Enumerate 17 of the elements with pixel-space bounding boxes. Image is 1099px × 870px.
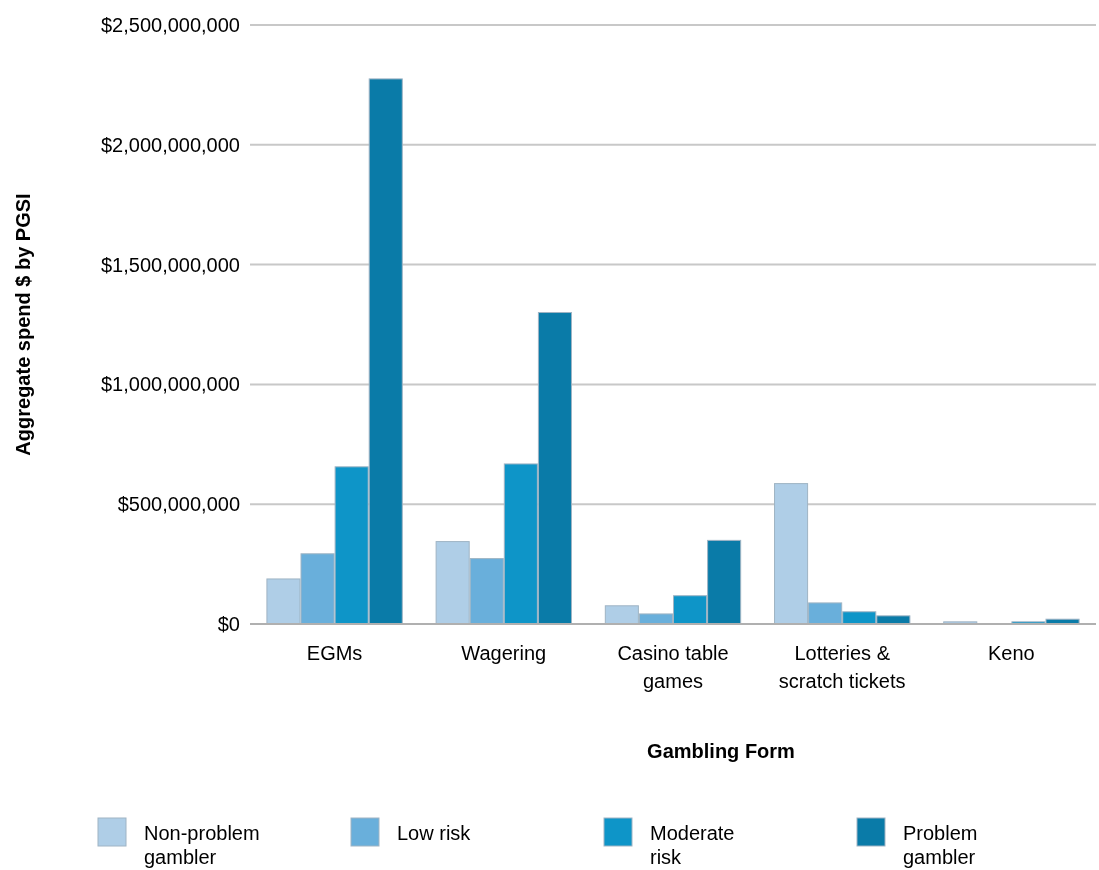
legend-label: Non-problem gambler bbox=[144, 822, 260, 868]
x-tick-label: Lotteries & scratch tickets bbox=[778, 642, 906, 692]
y-tick-label: $2,000,000,000 bbox=[100, 133, 240, 156]
y-tick-label: $1,000,000,000 bbox=[100, 373, 240, 396]
legend-label: Moderate risk bbox=[650, 822, 735, 868]
x-axis-title: Gambling Form bbox=[647, 740, 795, 762]
legend-label: Problem gambler bbox=[903, 822, 978, 868]
x-tick-label: Casino table games bbox=[617, 642, 729, 692]
y-tick-label: $0 bbox=[217, 613, 240, 635]
y-tick-label: $500,000,000 bbox=[117, 493, 240, 516]
x-tick-label: EGMs bbox=[306, 642, 363, 664]
x-tick-label: Keno bbox=[988, 642, 1035, 664]
y-axis-title: Aggregate spend $ by PGSI bbox=[12, 193, 34, 456]
y-tick-label: $1,500,000,000 bbox=[100, 253, 240, 276]
legend-label: Low risk bbox=[397, 822, 472, 844]
x-tick-label: Wagering bbox=[461, 642, 547, 664]
y-tick-label: $2,500,000,000 bbox=[100, 14, 240, 36]
